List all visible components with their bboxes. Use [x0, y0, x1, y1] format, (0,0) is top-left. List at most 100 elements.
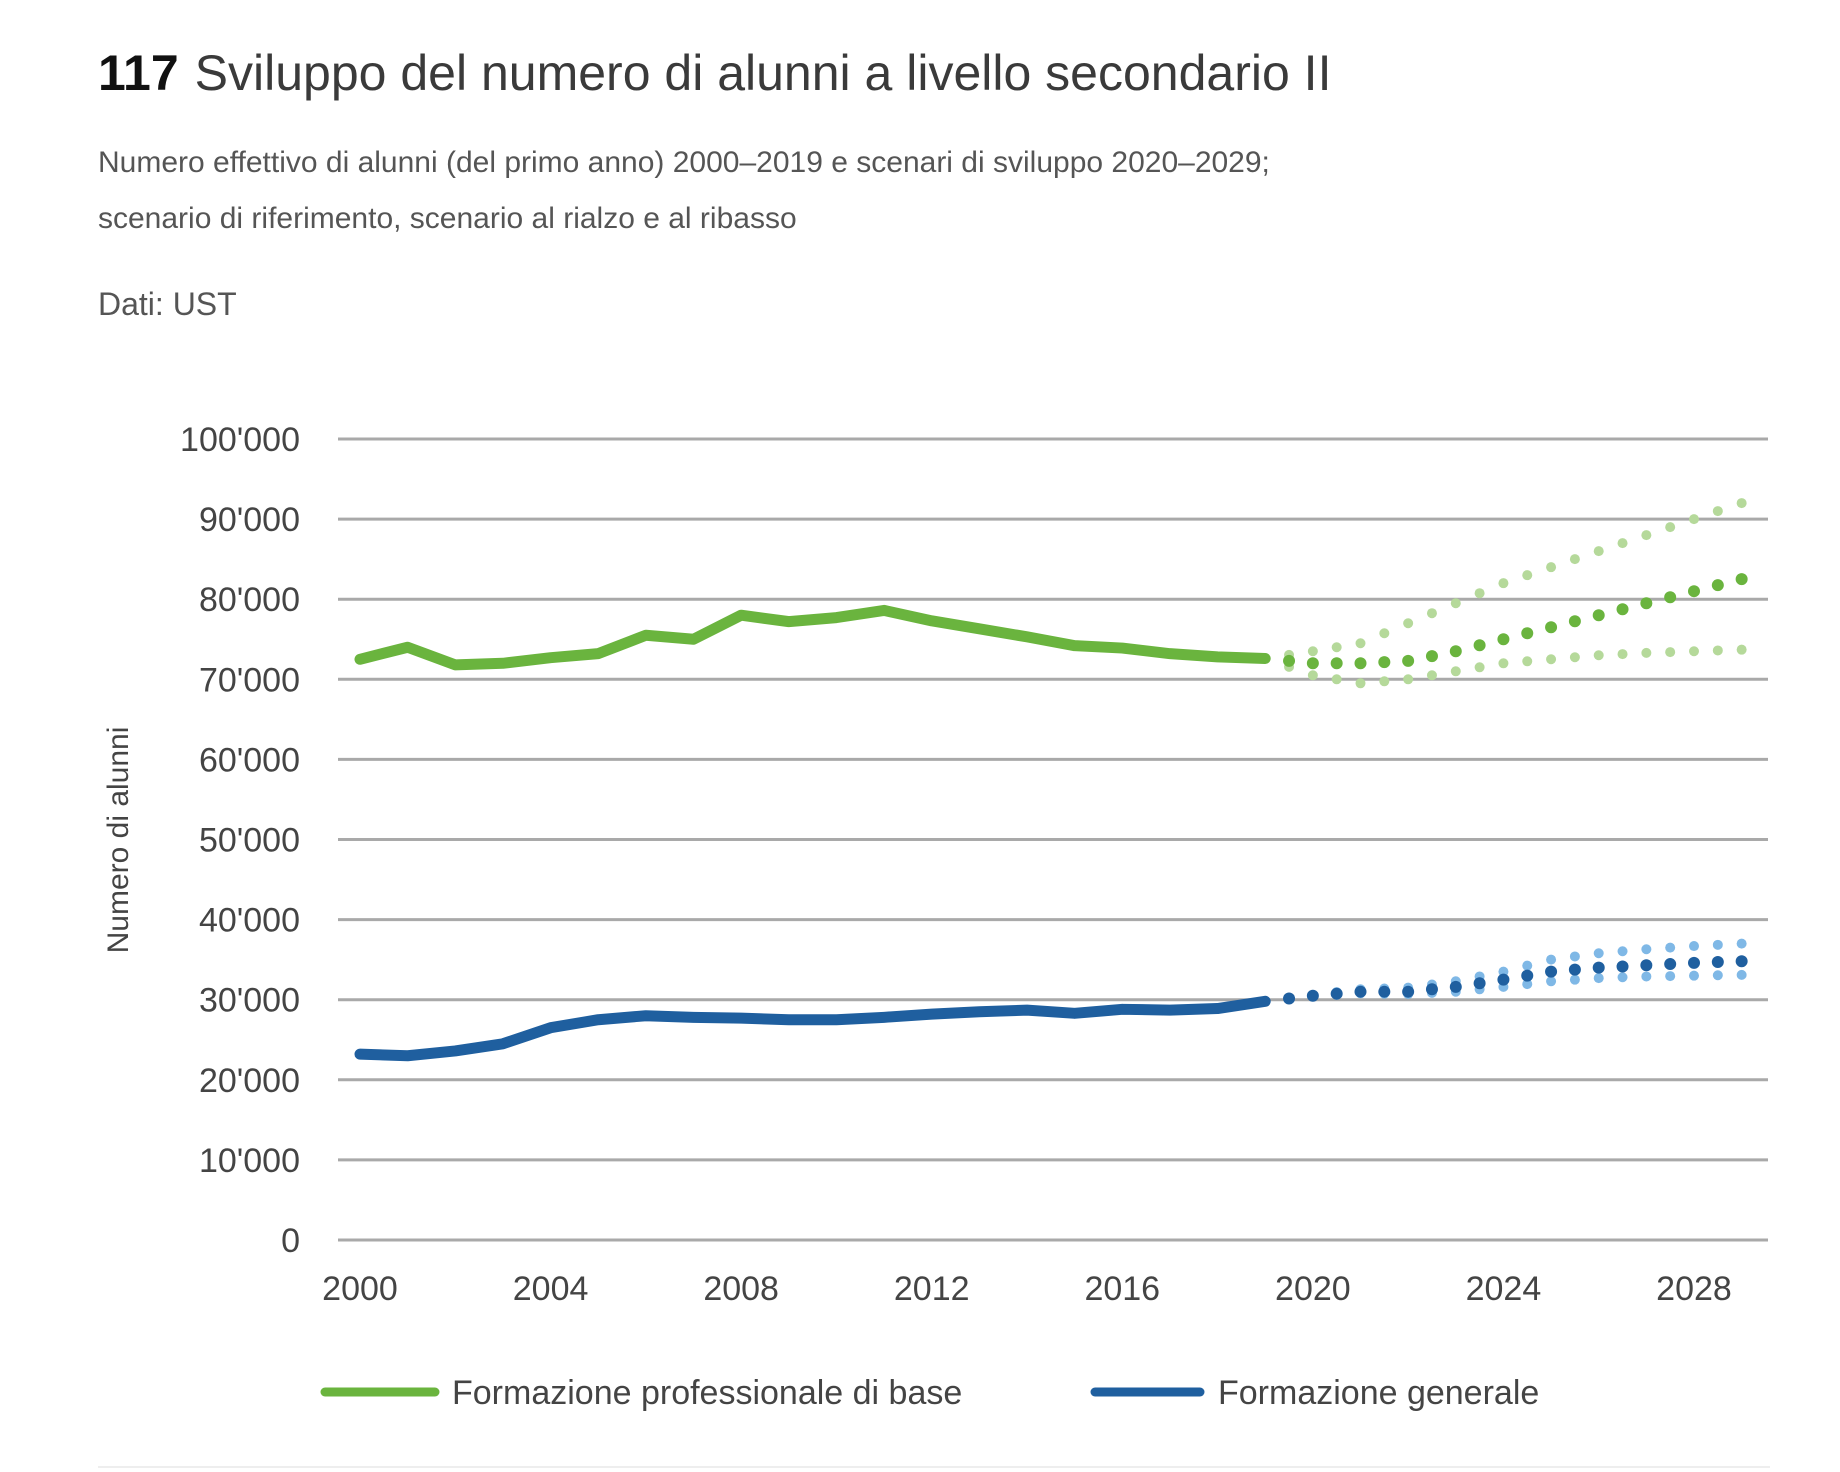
- title-text: Sviluppo del numero di alunni a livello …: [194, 45, 1332, 101]
- scenario-reference-point: [1545, 621, 1558, 634]
- scenario-upper-point: [1569, 554, 1580, 565]
- scenario-lower-point: [1736, 969, 1747, 980]
- scenario-lower-point: [1307, 670, 1318, 681]
- scenario-lower-point: [1617, 972, 1628, 983]
- scenario-lower-point: [1641, 971, 1652, 982]
- scenario-reference-point: [1711, 956, 1724, 969]
- y-tick-label: 40'000: [199, 902, 300, 940]
- scenario-reference-point: [1425, 650, 1438, 663]
- scenario-upper-point: [1617, 946, 1628, 957]
- scenario-upper-point: [1712, 939, 1723, 950]
- scenario-upper-point: [1498, 578, 1509, 589]
- actual-line-0: [354, 604, 1271, 671]
- scenario-reference-point: [1330, 657, 1343, 670]
- divider: [98, 1466, 1770, 1468]
- scenario-upper-point: [1665, 942, 1676, 953]
- y-axis-label: Numero di alunni: [102, 727, 135, 954]
- scenario-upper-point: [1736, 498, 1747, 509]
- y-tick-label: 90'000: [199, 501, 300, 539]
- scenario-upper-point: [1546, 562, 1557, 573]
- scenario-lower-point: [1450, 666, 1461, 677]
- scenario-reference-point: [1306, 989, 1319, 1002]
- scenario-lower-point: [1522, 979, 1533, 990]
- scenario-reference-point: [1664, 591, 1677, 604]
- y-tick-label: 50'000: [199, 822, 300, 860]
- scenario-reference-point: [1449, 980, 1462, 993]
- y-axis-ticks: 0 10'000 20'000 30'000 40'000 50'000 60'000 70'…: [180, 421, 300, 1260]
- scenario-reference-point: [1711, 579, 1724, 592]
- scenario-reference-point: [1735, 573, 1748, 586]
- scenario-reference-point: [1425, 983, 1438, 996]
- y-tick-label: 80'000: [199, 581, 300, 619]
- scenario-lower-point: [1593, 650, 1604, 661]
- scenario-lower-point: [1689, 646, 1699, 657]
- scenario-upper-point: [1403, 618, 1414, 629]
- scenario-reference-point: [1354, 657, 1367, 670]
- scenario-upper-point: [1593, 948, 1604, 959]
- scenario-lower-point: [1546, 976, 1557, 987]
- gridlines: [338, 437, 1768, 1242]
- y-tick-label: 70'000: [199, 661, 300, 699]
- scenario-reference-point: [1616, 603, 1629, 616]
- scenario-upper-point: [1736, 938, 1747, 949]
- legend-label-professionale: Formazione professionale di base: [452, 1374, 962, 1412]
- scenario-reference-point: [1283, 654, 1296, 667]
- scenario-lower-point: [1355, 678, 1366, 689]
- scenario-upper-point: [1569, 951, 1580, 962]
- scenario-upper-point: [1522, 960, 1533, 971]
- x-tick-label: 2020: [1275, 1270, 1351, 1308]
- scenario-lower-point: [1569, 974, 1580, 985]
- scenario-reference-point: [1283, 992, 1296, 1005]
- scenario-upper-point: [1498, 966, 1509, 977]
- scenario-reference-point: [1521, 969, 1534, 982]
- y-tick-label: 100'000: [180, 421, 300, 459]
- y-tick-label: 10'000: [199, 1142, 300, 1180]
- scenario-lower-point: [1474, 662, 1485, 673]
- scenario-lower-point: [1403, 674, 1414, 685]
- scenario-reference-point: [1378, 985, 1391, 998]
- scenario-reference-point: [1402, 985, 1415, 998]
- scenario-lower-point: [1569, 652, 1580, 663]
- scenario-reference-point: [1640, 959, 1653, 972]
- scenario-upper-point: [1617, 538, 1628, 549]
- scenario-upper-point: [1689, 941, 1699, 952]
- scenario-upper-point: [1593, 546, 1604, 557]
- scenario-upper-point: [1379, 628, 1390, 639]
- scenario-upper-point: [1689, 514, 1699, 525]
- scenario-reference-point: [1497, 973, 1510, 986]
- scenario-lower-point: [1426, 670, 1437, 681]
- scenario-reference-point: [1735, 955, 1748, 968]
- scenario-upper-point: [1522, 570, 1533, 581]
- subtitle-line-1: Numero effettivo di alunni (del primo an…: [98, 146, 1270, 179]
- scenario-upper-point: [1450, 598, 1461, 609]
- scenario-lower-point: [1712, 970, 1723, 981]
- scenario-reference-point: [1473, 639, 1486, 652]
- scenario-lower-point: [1546, 654, 1557, 665]
- scenario-reference-point: [1664, 958, 1677, 971]
- scenario-reference-point: [1354, 985, 1367, 998]
- scenario-lower-point: [1498, 658, 1509, 669]
- legend: Formazione professionale di base Formazi…: [320, 1374, 1539, 1412]
- x-tick-label: 2008: [703, 1270, 779, 1308]
- x-tick-label: 2004: [513, 1270, 589, 1308]
- scenario-reference-point: [1688, 956, 1700, 969]
- scenario-lower-point: [1593, 973, 1604, 984]
- scenario-upper-point: [1546, 954, 1557, 965]
- chart-title: 117 Sviluppo del numero di alunni a livel…: [98, 44, 1331, 102]
- scenario-upper-point: [1641, 530, 1652, 541]
- scenario-reference-point: [1473, 977, 1486, 990]
- scenario-upper-point: [1355, 638, 1366, 649]
- y-tick-label: 20'000: [199, 1062, 300, 1100]
- x-tick-label: 2016: [1084, 1270, 1160, 1308]
- x-tick-label: 2024: [1466, 1270, 1542, 1308]
- x-tick-label: 2028: [1656, 1270, 1732, 1308]
- scenario-reference-point: [1592, 961, 1605, 974]
- subtitle-line-2: scenario di riferimento, scenario al ria…: [98, 202, 797, 235]
- scenario-upper-point: [1712, 506, 1723, 517]
- scenario-reference-point: [1616, 960, 1629, 973]
- scenario-reference-point: [1306, 657, 1319, 670]
- scenario-upper-point: [1641, 944, 1652, 955]
- scenario-lower-point: [1641, 647, 1652, 658]
- scenario-lower-point: [1331, 674, 1342, 685]
